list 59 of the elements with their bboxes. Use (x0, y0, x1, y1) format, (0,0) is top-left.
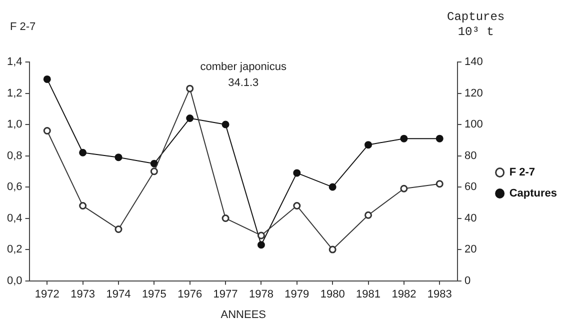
x-tick-label: 1973 (70, 288, 96, 300)
y-tick-label: 0,8 (6, 150, 22, 162)
y2-tick-label: 80 (464, 150, 477, 162)
point (222, 120, 230, 128)
y-tick-label: 0,2 (6, 244, 22, 256)
y-tick-label: 1,0 (6, 118, 22, 131)
point (257, 241, 265, 249)
y2-tick-label: 120 (464, 87, 483, 100)
point (114, 225, 122, 233)
point (114, 154, 122, 162)
point (400, 184, 408, 192)
x-axis-title: ANNEES (220, 309, 266, 321)
y-tick-label: 0,6 (6, 181, 22, 194)
point (328, 183, 336, 191)
point (150, 168, 158, 176)
x-tick-label: 1980 (320, 288, 345, 300)
y-tick-label: 1,4 (6, 56, 22, 68)
point (400, 134, 408, 142)
point (257, 232, 265, 240)
x-tick-label: 1975 (142, 288, 166, 300)
x-tick-label: 1979 (284, 288, 310, 300)
annotation: 34.1.3 (228, 77, 259, 89)
x-tick-label: 1977 (213, 288, 238, 300)
legend-label: F 2-7 (509, 166, 536, 179)
point (79, 148, 87, 156)
point (43, 75, 51, 83)
y2-tick-label: 100 (464, 118, 483, 131)
y-tick-label: 1,2 (6, 87, 22, 100)
y2-tick-label: 40 (464, 212, 477, 224)
x-tick-label: 1982 (392, 288, 416, 300)
point (186, 84, 194, 92)
y-tick-label: 0,4 (6, 212, 22, 224)
x-tick-label: 1976 (178, 288, 202, 300)
point (79, 202, 87, 210)
y2-axis-title: Captures 10³ t (447, 10, 505, 39)
point (186, 114, 194, 122)
x-tick-label: 1974 (106, 288, 131, 300)
point (436, 180, 444, 188)
legend-label: Captures (509, 188, 558, 200)
x-tick-label: 1981 (356, 288, 381, 300)
point (293, 202, 301, 210)
y2-tick-label: 60 (464, 181, 477, 194)
x-tick-label: 1972 (34, 288, 60, 300)
y-tick-label: 0,0 (6, 274, 22, 287)
point (43, 127, 51, 135)
point (364, 211, 372, 219)
y2-tick-label: 20 (464, 244, 477, 256)
point (328, 246, 336, 254)
point (222, 214, 230, 222)
x-tick-label: 1978 (248, 288, 274, 300)
y2-tick-label: 140 (464, 56, 483, 68)
point (293, 169, 301, 177)
y-axis-title: F 2-7 (10, 21, 36, 33)
point (436, 134, 444, 142)
x-tick-label: 1983 (427, 288, 452, 300)
chart-title: comber japonicus (200, 61, 287, 73)
point (150, 160, 158, 168)
point (364, 141, 372, 149)
y2-tick-label: 0 (464, 274, 471, 287)
